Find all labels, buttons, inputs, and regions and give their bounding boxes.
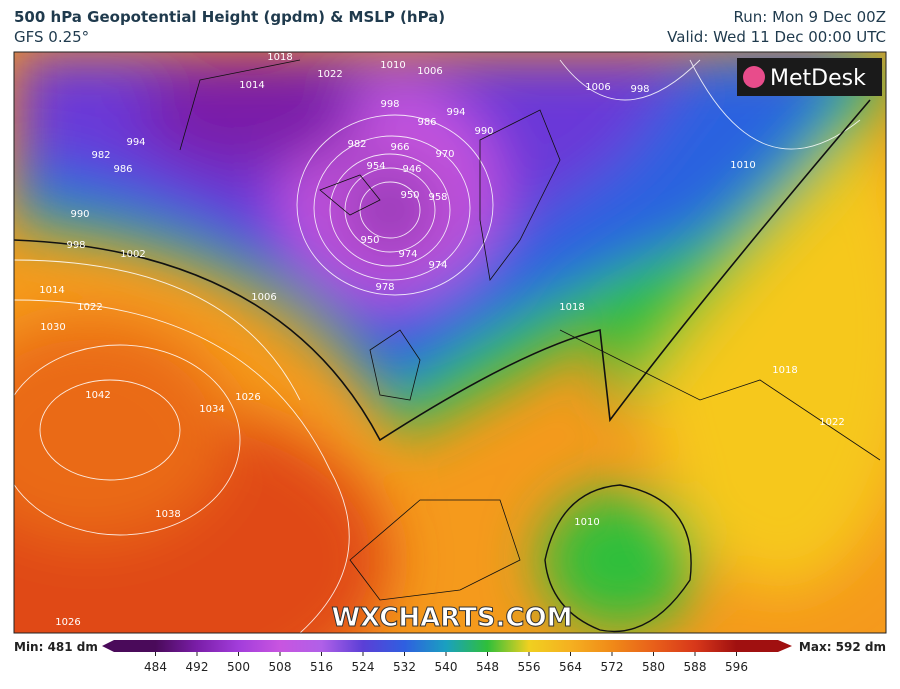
isobar-label: 958 xyxy=(428,192,447,203)
isobar-label: 990 xyxy=(474,126,493,137)
logo: MetDesk xyxy=(770,66,866,91)
colorbar-tick-label: 484 xyxy=(144,660,167,674)
isobar-label: 946 xyxy=(402,164,421,175)
isobar-label: 954 xyxy=(366,161,385,172)
colorbar-tick-label: 596 xyxy=(725,660,748,674)
colorbar-tick-label: 572 xyxy=(601,660,624,674)
colorbar-tick-label: 556 xyxy=(518,660,541,674)
isobar-label: 1014 xyxy=(239,80,264,91)
isobar-label: 1010 xyxy=(574,517,599,528)
isobar-label: 982 xyxy=(347,139,366,150)
run-time: Run: Mon 9 Dec 00Z xyxy=(734,8,886,26)
isobar-label: 998 xyxy=(380,99,399,110)
isobar-label: 1022 xyxy=(317,69,342,80)
isobar-label: 986 xyxy=(113,164,132,175)
colorbar-tick-label: 500 xyxy=(227,660,250,674)
colorbar-tick-label: 580 xyxy=(642,660,665,674)
isobar-label: 1010 xyxy=(730,160,755,171)
isobar-label: 994 xyxy=(126,137,145,148)
watermark: WXCHARTS.COM xyxy=(331,603,572,633)
isobar-label: 1014 xyxy=(39,285,64,296)
isobar-label: 970 xyxy=(435,149,454,160)
isobar-label: 1034 xyxy=(199,404,224,415)
colorbar-start xyxy=(102,640,114,652)
isobar-label: 1006 xyxy=(585,82,610,93)
logo-icon xyxy=(743,66,765,88)
colorbar-tick-label: 540 xyxy=(435,660,458,674)
isobar-label: 1002 xyxy=(120,249,145,260)
isobar-label: 1006 xyxy=(251,292,276,303)
isobar-label: 986 xyxy=(417,117,436,128)
colorbar-min: Min: 481 dm xyxy=(14,640,98,654)
colorbar-tick-label: 532 xyxy=(393,660,416,674)
valid-time: Valid: Wed 11 Dec 00:00 UTC xyxy=(667,28,886,46)
isobar-label: 1022 xyxy=(77,302,102,313)
map xyxy=(14,52,886,633)
isobar-label: 994 xyxy=(446,107,465,118)
isobar-label: 1010 xyxy=(380,60,405,71)
colorbar-end xyxy=(778,640,792,652)
isobar-label: 1022 xyxy=(819,417,844,428)
isobar-label: 998 xyxy=(66,240,85,251)
title: 500 hPa Geopotential Height (gpdm) & MSL… xyxy=(14,8,445,26)
isobar-label: 1030 xyxy=(40,322,65,333)
isobar-label: 950 xyxy=(360,235,379,246)
map-frame xyxy=(13,51,887,634)
colorbar-tick-label: 492 xyxy=(186,660,209,674)
colorbar-tick-label: 588 xyxy=(684,660,707,674)
isobar-label: 1018 xyxy=(559,302,584,313)
isobar-label: 1038 xyxy=(155,509,180,520)
colorbar-tick-label: 516 xyxy=(310,660,333,674)
isobar-label: 982 xyxy=(91,150,110,161)
colorbar-tick-label: 524 xyxy=(352,660,375,674)
isobar-label: 998 xyxy=(630,84,649,95)
isobar-label: 1042 xyxy=(85,390,110,401)
isobar-label: 1018 xyxy=(267,52,292,63)
isobar-label: 1026 xyxy=(55,617,80,628)
isobar-label: 1018 xyxy=(772,365,797,376)
subtitle: GFS 0.25° xyxy=(14,28,89,46)
colorbar-tick-label: 508 xyxy=(269,660,292,674)
isobar-label: 978 xyxy=(375,282,394,293)
isobar-label: 974 xyxy=(398,249,417,260)
colorbar-tick-label: 548 xyxy=(476,660,499,674)
colorbar-tick-label: 564 xyxy=(559,660,582,674)
isobar-label: 1006 xyxy=(417,66,442,77)
isobar-label: 974 xyxy=(428,260,447,271)
isobar-label: 950 xyxy=(400,190,419,201)
isobar-label: 1026 xyxy=(235,392,260,403)
isobar-label: 966 xyxy=(390,142,409,153)
colorbar xyxy=(114,640,778,652)
colorbar-max: Max: 592 dm xyxy=(799,640,886,654)
isobar-label: 990 xyxy=(70,209,89,220)
